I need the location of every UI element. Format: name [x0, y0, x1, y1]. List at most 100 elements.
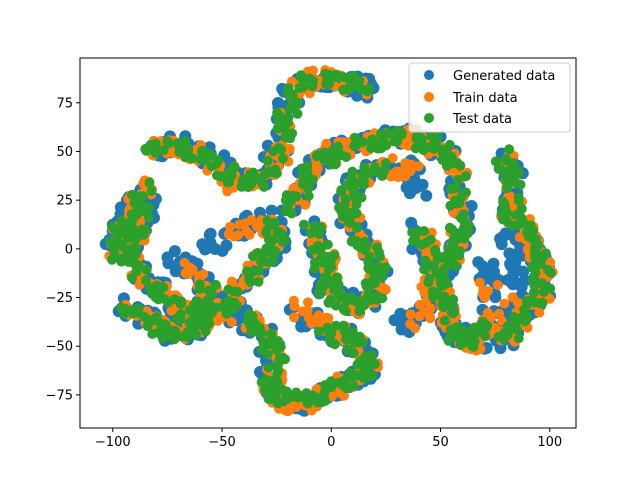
series-test-data [104, 68, 556, 409]
data-point [348, 380, 359, 391]
data-point [403, 187, 416, 200]
data-point [133, 307, 144, 318]
data-point [321, 138, 332, 149]
y-tick-label: 50 [56, 145, 73, 160]
data-point [512, 179, 522, 190]
data-point [286, 208, 297, 219]
data-point [265, 334, 276, 345]
data-point [465, 200, 478, 212]
data-point [326, 382, 337, 393]
data-point [141, 264, 152, 275]
data-point [281, 394, 292, 405]
data-point [425, 234, 436, 245]
data-point [116, 256, 127, 267]
data-point [210, 279, 221, 290]
data-point [387, 153, 398, 164]
data-point [302, 398, 313, 409]
data-point [531, 234, 541, 245]
points-layer [99, 65, 558, 417]
data-point [175, 299, 186, 309]
data-point [206, 161, 217, 172]
data-point [321, 312, 332, 323]
data-point [339, 378, 350, 389]
data-point [222, 168, 233, 179]
data-point [275, 111, 286, 122]
data-point [179, 257, 190, 268]
data-point [336, 186, 347, 197]
data-point [303, 73, 314, 84]
data-point [265, 394, 276, 405]
data-point [439, 145, 449, 155]
data-point [347, 327, 358, 338]
data-point [169, 334, 180, 345]
data-point [538, 287, 549, 297]
data-point [262, 349, 273, 360]
data-point [366, 350, 377, 360]
data-point [322, 239, 333, 250]
data-point [330, 300, 341, 311]
data-point [339, 292, 350, 303]
data-point [133, 260, 144, 271]
data-point [348, 187, 359, 198]
data-point [288, 295, 299, 306]
data-point [445, 200, 456, 211]
data-point [236, 181, 247, 192]
legend-label-train: Train data [452, 91, 518, 106]
data-point [225, 221, 236, 232]
data-point [441, 278, 452, 289]
data-point [346, 81, 357, 92]
data-point [513, 297, 523, 308]
data-point [232, 286, 243, 297]
data-point [256, 377, 267, 388]
data-point [241, 226, 252, 237]
data-point [302, 305, 313, 316]
data-point [262, 155, 273, 166]
data-point [182, 327, 193, 338]
data-point [419, 226, 430, 237]
data-point [545, 267, 556, 278]
data-point [410, 234, 421, 245]
data-point [428, 292, 439, 303]
data-point [324, 78, 335, 89]
data-point [253, 276, 264, 287]
data-point [347, 166, 358, 177]
data-point [264, 220, 275, 231]
data-point [354, 76, 365, 87]
data-point [224, 296, 235, 307]
data-point [291, 100, 301, 111]
data-point [144, 177, 155, 188]
data-point [163, 138, 174, 149]
data-point [309, 220, 320, 231]
x-tick-label: −50 [208, 435, 235, 450]
data-point [297, 164, 308, 174]
data-point [146, 315, 157, 326]
data-point [189, 303, 200, 314]
data-point [370, 162, 380, 173]
data-point [508, 220, 518, 231]
data-point [385, 171, 396, 182]
data-point [359, 236, 370, 247]
data-point [502, 329, 513, 340]
data-point [498, 196, 509, 207]
data-point [158, 320, 169, 331]
data-point [336, 150, 347, 161]
data-point [380, 158, 391, 169]
data-point [351, 199, 362, 210]
data-point [510, 263, 523, 276]
data-point [277, 236, 288, 247]
data-point [365, 264, 376, 275]
data-point [116, 215, 127, 226]
data-point [234, 219, 245, 230]
data-point [130, 249, 141, 260]
data-point [430, 137, 441, 148]
data-point [373, 268, 383, 279]
x-tick-label: 0 [327, 435, 335, 450]
y-axis: −75 −50 −25 0 25 50 75 [46, 96, 80, 403]
data-point [263, 234, 274, 245]
legend-frame [408, 62, 571, 133]
data-point [315, 280, 326, 291]
data-point [312, 150, 323, 161]
data-point [346, 236, 357, 247]
data-point [472, 256, 485, 269]
data-point [325, 150, 336, 160]
